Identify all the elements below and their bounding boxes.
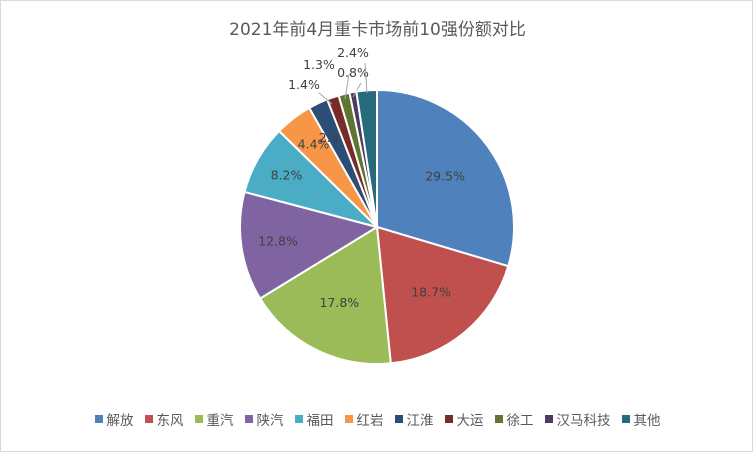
legend-label-6: 红岩 bbox=[356, 413, 384, 429]
legend-label-9: 徐工 bbox=[506, 413, 534, 429]
legend-swatch-7 bbox=[394, 415, 403, 423]
chart-title: 2021年前4月重卡市场前10强份额对比 bbox=[229, 20, 526, 40]
legend-label-7: 江淮 bbox=[406, 413, 434, 429]
legend-swatch-3 bbox=[194, 415, 203, 423]
legend-item-6: 红岩 bbox=[344, 409, 384, 429]
legend-label-4: 陕汽 bbox=[256, 413, 284, 429]
legend: 解放 东风 重汽 陕汽 福田 红岩 江淮 大运 徐工 汉马科技 其他 bbox=[1, 409, 752, 429]
legend-swatch-2 bbox=[144, 415, 153, 423]
legend-label-5: 福田 bbox=[306, 413, 334, 429]
pie-slice-3 bbox=[258, 225, 392, 365]
legend-label-1: 解放 bbox=[106, 413, 134, 429]
data-label-8: 1.4% bbox=[288, 77, 320, 92]
leader-line-11 bbox=[364, 62, 368, 94]
legend-swatch-11 bbox=[621, 415, 630, 423]
legend-swatch-5 bbox=[294, 415, 303, 423]
legend-item-5: 福田 bbox=[294, 409, 334, 429]
data-label-11: 2.4% bbox=[337, 45, 369, 60]
leader-line-9 bbox=[344, 73, 350, 100]
data-label-1: 29.5% bbox=[425, 168, 465, 183]
legend-item-7: 江淮 bbox=[394, 409, 434, 429]
data-label-2: 18.7% bbox=[411, 285, 451, 300]
legend-item-11: 其他 bbox=[621, 409, 661, 429]
data-label-10: 0.8% bbox=[337, 65, 369, 80]
legend-swatch-1 bbox=[94, 415, 103, 423]
data-label-3: 17.8% bbox=[319, 295, 359, 310]
legend-item-9: 徐工 bbox=[494, 409, 534, 429]
data-label-4: 12.8% bbox=[258, 234, 298, 249]
legend-item-2: 东风 bbox=[144, 409, 184, 429]
legend-label-11: 其他 bbox=[633, 413, 661, 429]
legend-item-8: 大运 bbox=[444, 409, 484, 429]
legend-item-1: 解放 bbox=[94, 409, 134, 429]
legend-swatch-8 bbox=[444, 415, 453, 423]
legend-swatch-10 bbox=[544, 415, 553, 423]
data-label-5: 8.2% bbox=[271, 168, 303, 183]
data-label-6: 4.4% bbox=[298, 137, 330, 152]
legend-label-10: 汉马科技 bbox=[556, 413, 611, 429]
legend-swatch-4 bbox=[244, 415, 253, 423]
pie-slice-2 bbox=[375, 225, 510, 365]
legend-swatch-6 bbox=[344, 415, 353, 423]
legend-label-2: 东风 bbox=[156, 413, 184, 429]
legend-swatch-9 bbox=[494, 415, 503, 423]
legend-item-4: 陕汽 bbox=[244, 409, 284, 429]
legend-item-10: 汉马科技 bbox=[544, 409, 611, 429]
leader-line-10 bbox=[352, 82, 362, 98]
data-label-9: 1.3% bbox=[303, 57, 335, 72]
legend-label-8: 大运 bbox=[456, 413, 484, 429]
legend-label-3: 重汽 bbox=[206, 413, 234, 429]
pie-slice-1 bbox=[376, 88, 515, 268]
leader-line-8 bbox=[318, 92, 333, 105]
legend-item-3: 重汽 bbox=[194, 409, 234, 429]
